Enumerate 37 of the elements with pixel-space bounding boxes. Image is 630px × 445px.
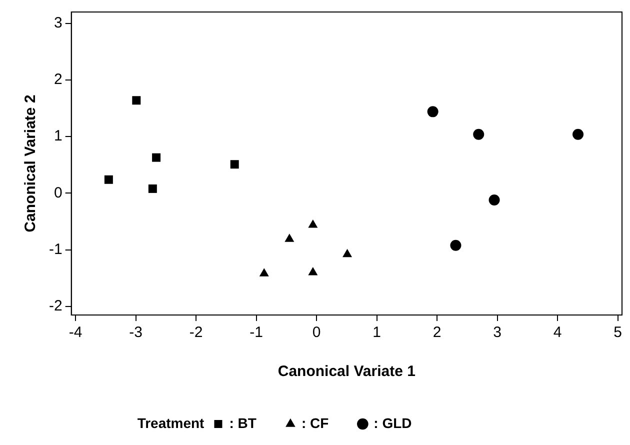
- legend-title: Treatment: [137, 414, 205, 431]
- point: [230, 160, 239, 169]
- point: [572, 128, 584, 140]
- x-tick-label: 5: [614, 324, 622, 342]
- y-tick-label: 2: [54, 71, 62, 88]
- point: [259, 268, 269, 276]
- point: [342, 248, 352, 258]
- y-tick-label: 1: [54, 128, 62, 145]
- x-tick-label: 0: [312, 324, 321, 342]
- point: [450, 240, 462, 251]
- point: [284, 234, 294, 242]
- x-tick-label: 1: [372, 324, 381, 342]
- point: [104, 175, 113, 184]
- legend-label: : CF: [301, 414, 330, 431]
- point: [488, 194, 500, 206]
- x-tick-label: 2: [432, 324, 442, 342]
- legend-label: : GLD: [374, 414, 412, 431]
- y-tick-label: -1: [48, 241, 62, 258]
- y-tick-label: 0: [54, 184, 62, 202]
- point: [152, 153, 161, 162]
- point: [308, 219, 318, 228]
- point: [473, 128, 484, 140]
- y-tick-label: 3: [54, 14, 62, 32]
- x-tick-label: -3: [129, 324, 142, 342]
- x-tick-label: 3: [493, 324, 502, 342]
- legend-label: : BT: [229, 414, 257, 431]
- point: [427, 106, 438, 118]
- y-axis-title: Canonical Variate 2: [22, 94, 40, 232]
- point: [308, 267, 318, 276]
- y-tick-label: -2: [48, 298, 62, 315]
- x-tick-label: 4: [553, 324, 562, 342]
- x-tick-label: -1: [250, 324, 263, 342]
- x-tick-label: -4: [68, 324, 82, 342]
- point: [148, 184, 157, 193]
- point: [132, 96, 141, 105]
- x-axis-title: Canonical Variate 1: [278, 363, 416, 380]
- x-tick-label: -2: [189, 324, 203, 342]
